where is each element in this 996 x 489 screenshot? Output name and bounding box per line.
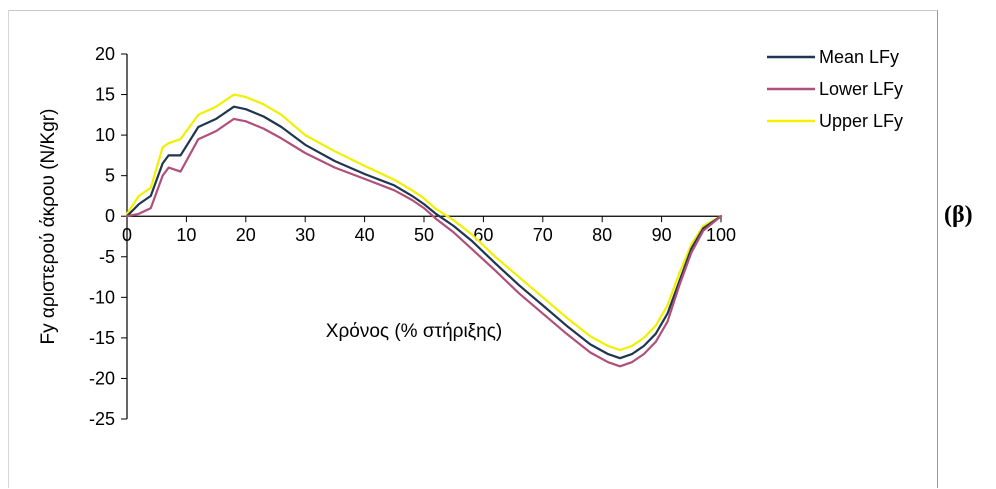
y-axis-title: Fy αριστερού άκρου (N/Kgr) bbox=[38, 109, 59, 345]
y-tick-label: -25 bbox=[89, 409, 115, 429]
series-line-lower-lfy bbox=[125, 117, 723, 368]
y-tick-label: -5 bbox=[99, 247, 115, 267]
y-tick-label: 20 bbox=[95, 44, 115, 64]
series-group bbox=[125, 93, 723, 368]
y-tick-label: -20 bbox=[89, 368, 115, 388]
x-tick-label: 100 bbox=[706, 225, 736, 245]
x-tick-label: 20 bbox=[236, 225, 256, 245]
y-tick-label: -10 bbox=[89, 287, 115, 307]
x-tick-label: 70 bbox=[533, 225, 553, 245]
x-axis-title: Χρόνος (% στήριξης) bbox=[326, 321, 502, 342]
legend-label-upper-lfy: Upper LFy bbox=[819, 111, 903, 131]
legend: Mean LFy Lower LFy Upper LFy bbox=[767, 47, 903, 131]
legend-label-mean-lfy: Mean LFy bbox=[819, 47, 899, 67]
panel-label: (β) bbox=[944, 202, 973, 228]
x-tick-label: 10 bbox=[176, 225, 196, 245]
x-tick-label: 0 bbox=[122, 225, 132, 245]
x-tick-label: 50 bbox=[414, 225, 434, 245]
series-line-mean-lfy bbox=[125, 105, 723, 360]
chart-frame: 20 15 10 5 0 -5 -10 -15 -20 -25 0 10 20 30 40 50 60 70 80 9… bbox=[8, 10, 938, 488]
x-tick-label: 60 bbox=[473, 225, 493, 245]
x-tick-label: 30 bbox=[295, 225, 315, 245]
y-tick-label: -15 bbox=[89, 328, 115, 348]
x-tick-label: 80 bbox=[592, 225, 612, 245]
y-tick-label: 10 bbox=[95, 125, 115, 145]
series-line-upper-lfy bbox=[125, 93, 723, 352]
y-tick-label: 5 bbox=[105, 166, 115, 186]
legend-label-lower-lfy: Lower LFy bbox=[819, 79, 903, 99]
y-tick-label: 15 bbox=[95, 85, 115, 105]
x-tick-label: 40 bbox=[355, 225, 375, 245]
y-tick-label: 0 bbox=[105, 206, 115, 226]
x-tick-label: 90 bbox=[652, 225, 672, 245]
